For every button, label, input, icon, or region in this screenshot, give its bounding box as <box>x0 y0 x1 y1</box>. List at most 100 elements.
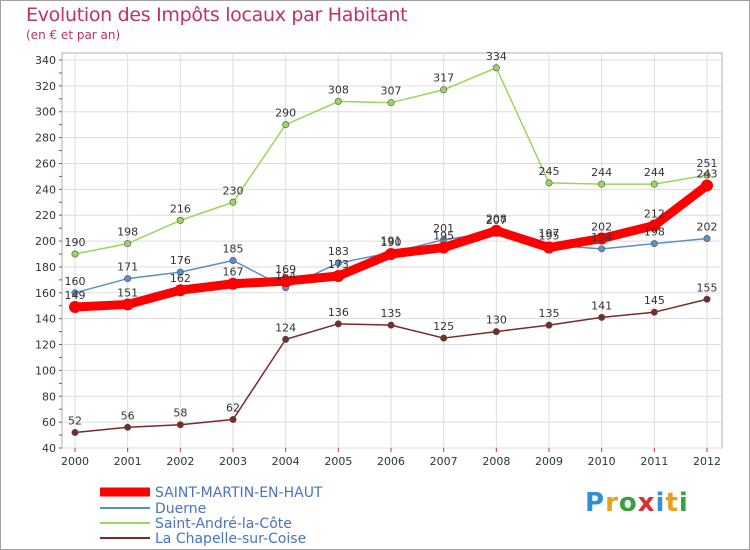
data-label: 202 <box>591 220 612 233</box>
y-tick-label: 120 <box>35 339 56 352</box>
data-label: 317 <box>433 72 454 85</box>
data-point <box>650 180 658 188</box>
data-label: 169 <box>275 263 296 276</box>
logo-letter: r <box>605 488 619 518</box>
data-point <box>176 216 184 224</box>
y-tick-label: 100 <box>35 364 56 377</box>
data-point <box>492 64 500 72</box>
logo-letter: P <box>585 488 606 518</box>
data-point <box>71 289 79 297</box>
data-point <box>282 335 290 343</box>
y-tick-label: 60 <box>42 416 56 429</box>
data-point <box>282 121 290 129</box>
data-point <box>176 268 184 276</box>
y-tick-label: 160 <box>35 287 56 300</box>
x-tick-label: 2010 <box>588 455 616 468</box>
data-point <box>650 308 658 316</box>
logo-letter: t <box>665 488 679 518</box>
data-point <box>701 179 713 192</box>
legend-label: La Chapelle-sur-Coise <box>155 531 306 547</box>
y-tick-label: 300 <box>35 106 56 119</box>
data-point <box>229 256 237 264</box>
x-tick-label: 2003 <box>219 455 247 468</box>
y-tick-label: 220 <box>35 209 56 222</box>
data-label: 135 <box>381 307 402 320</box>
data-label: 202 <box>697 220 718 233</box>
data-point <box>334 320 342 328</box>
y-tick-label: 240 <box>35 183 56 196</box>
data-label: 149 <box>65 289 86 302</box>
data-label: 58 <box>173 407 187 420</box>
x-tick-label: 2007 <box>430 455 458 468</box>
data-point <box>385 248 397 260</box>
data-label: 308 <box>328 83 349 96</box>
data-point <box>334 259 342 267</box>
y-tick-label: 260 <box>35 157 56 170</box>
data-label: 191 <box>381 235 402 248</box>
data-label: 176 <box>170 254 191 267</box>
data-point <box>227 277 239 290</box>
data-label: 198 <box>117 226 138 239</box>
y-tick-label: 80 <box>42 390 56 403</box>
data-label: 190 <box>65 236 86 249</box>
data-label: 125 <box>433 320 454 333</box>
data-point <box>440 86 448 94</box>
data-point <box>71 250 79 258</box>
data-label: 171 <box>117 261 138 274</box>
data-label: 190 <box>381 236 402 249</box>
data-point <box>703 234 711 242</box>
data-label: 195 <box>433 230 454 243</box>
data-point <box>387 321 395 329</box>
data-point <box>121 298 134 311</box>
y-tick-label: 200 <box>35 235 56 248</box>
data-point <box>124 240 132 248</box>
data-label: 307 <box>381 85 402 98</box>
data-label: 167 <box>223 266 244 279</box>
data-point <box>440 334 448 342</box>
x-tick-label: 2002 <box>166 455 194 468</box>
data-label: 162 <box>170 272 191 285</box>
legend-label: SAINT-MARTIN-EN-HAUT <box>155 485 323 501</box>
data-label: 230 <box>223 184 244 197</box>
y-tick-label: 140 <box>35 313 56 326</box>
data-label: 52 <box>68 414 82 427</box>
data-label: 216 <box>170 202 191 215</box>
data-point <box>174 284 187 297</box>
data-label: 251 <box>697 157 718 170</box>
y-tick-label: 340 <box>35 54 56 67</box>
data-label: 155 <box>697 281 718 294</box>
data-label: 183 <box>328 245 349 258</box>
x-tick-label: 2005 <box>324 455 352 468</box>
chart-subtitle: (en € et par an) <box>26 28 121 42</box>
data-label: 141 <box>591 299 612 312</box>
data-point <box>279 275 292 288</box>
data-label: 194 <box>591 231 612 244</box>
data-point <box>598 245 606 253</box>
data-point <box>387 99 395 107</box>
data-point <box>545 179 553 187</box>
x-tick-label: 2006 <box>377 455 405 468</box>
data-label: 334 <box>486 50 507 63</box>
x-tick-label: 2012 <box>693 455 721 468</box>
legend-label: Duerne <box>155 501 206 517</box>
data-label: 244 <box>591 166 612 179</box>
data-point <box>595 232 608 245</box>
data-point <box>437 241 450 254</box>
x-tick-label: 2000 <box>61 455 89 468</box>
data-label: 195 <box>539 230 560 243</box>
y-tick-label: 180 <box>35 261 56 274</box>
logo-letter: x <box>637 488 656 518</box>
data-point <box>545 321 553 329</box>
data-point <box>176 421 184 429</box>
data-label: 136 <box>328 306 349 319</box>
data-label: 185 <box>223 242 244 255</box>
legend-label: Saint-André-la-Côte <box>155 516 292 532</box>
data-label: 145 <box>644 294 665 307</box>
data-point <box>703 171 711 179</box>
chart-title: Evolution des Impôts locaux par Habitant <box>26 4 408 26</box>
data-label: 56 <box>121 409 135 422</box>
logo-letter: o <box>618 488 638 518</box>
data-label: 290 <box>275 107 296 120</box>
x-tick-label: 2004 <box>272 455 300 468</box>
